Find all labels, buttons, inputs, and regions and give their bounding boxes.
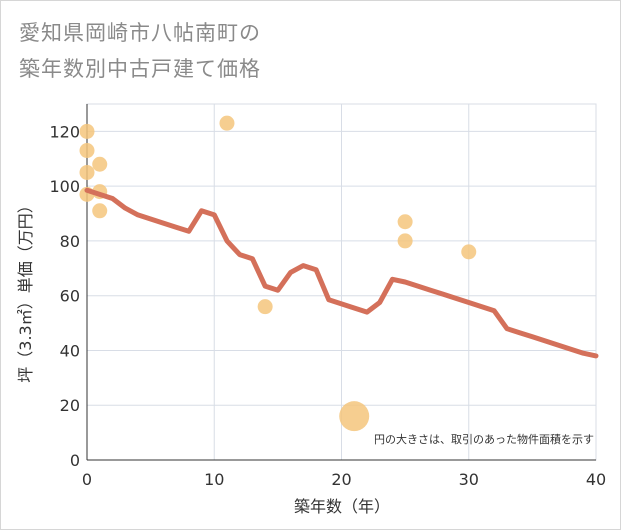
- axes: [86, 104, 596, 461]
- x-tick-label: 10: [204, 470, 224, 489]
- y-tick-label: 80: [60, 232, 80, 251]
- scatter-point: [461, 244, 477, 260]
- y-tick-label: 0: [70, 451, 80, 470]
- tick-labels: 0 20 40 60 80 100 120 0 10 20 30 40: [49, 122, 606, 489]
- y-tick-label: 120: [49, 122, 80, 141]
- x-tick-label: 40: [586, 470, 606, 489]
- y-tick-label: 60: [60, 287, 80, 306]
- scatter-point: [257, 299, 273, 315]
- scatter-point: [397, 233, 413, 249]
- y-tick-label: 100: [49, 177, 80, 196]
- size-legend-note: 円の大きさは、取引のあった物件面積を示す: [374, 432, 594, 446]
- x-tick-label: 20: [331, 470, 351, 489]
- y-tick-label: 40: [60, 341, 80, 360]
- chart-title-line-1: 愛知県岡崎市八帖南町の: [19, 21, 261, 45]
- scatter-point: [397, 214, 413, 230]
- trend-line: [84, 187, 599, 359]
- y-axis-label: 坪（3.3㎡）単価（万円）: [16, 197, 35, 382]
- scatter-point: [79, 123, 95, 139]
- x-axis-label: 築年数（年）: [294, 497, 390, 516]
- scatter-point: [79, 143, 95, 159]
- scatter-point: [92, 156, 108, 172]
- chart-title-line-2: 築年数別中古戸建て価格: [19, 57, 261, 81]
- grid-lines: [86, 103, 597, 461]
- x-tick-label: 0: [82, 470, 92, 489]
- scatter-points: [79, 115, 477, 432]
- scatter-point: [92, 203, 108, 219]
- scatter-point: [219, 115, 235, 131]
- scatter-point: [339, 401, 370, 432]
- x-tick-label: 30: [459, 470, 479, 489]
- chart-title: 愛知県岡崎市八帖南町の 築年数別中古戸建て価格: [19, 15, 261, 87]
- scatter-point: [79, 164, 95, 180]
- y-tick-label: 20: [60, 396, 80, 415]
- trend-line-layer: [84, 187, 599, 359]
